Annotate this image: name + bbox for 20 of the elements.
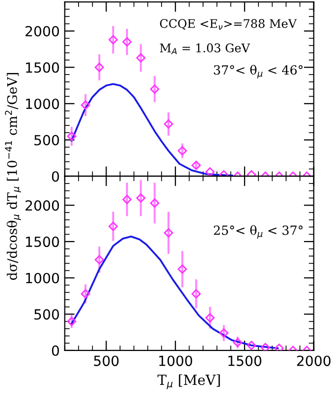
- y-tick-label: 2000: [26, 26, 59, 36]
- annotation: M$_{A}$ = 1.03 GeV: [160, 43, 250, 54]
- y-tick-label: 1500: [26, 62, 59, 73]
- text: dσ/dcosθ$_{μ}$ dT$_{μ}$ [10$^{−41}$ cm$^{2}$/GeV]: [4, 73, 21, 280]
- y-tick-label: 0: [52, 345, 59, 356]
- y-tick-label: 0: [52, 171, 59, 182]
- y-tick-label: 1000: [26, 98, 59, 110]
- x-tick-label: 2000: [297, 356, 330, 366]
- x-tick-label: 1000: [159, 356, 192, 366]
- x-tick-label: 1500: [228, 356, 262, 366]
- annotation: 37°< θ$_{μ}$ < 46°: [214, 64, 303, 78]
- y-tick-label: 2000: [26, 200, 59, 211]
- y-tick-label: 1500: [26, 236, 59, 248]
- y-tick-label: 500: [34, 134, 59, 146]
- y-tick-label: 500: [34, 309, 59, 320]
- x-axis-title: T$_{μ}$ [MeV]: [158, 374, 220, 390]
- y-tick-label: 1000: [26, 272, 59, 284]
- x-tick-label: 500: [94, 356, 119, 366]
- annotation: CCQE <E$_{ν}$>=788 MeV: [160, 19, 297, 30]
- annotation: 25°< θ$_{μ}$ < 37°: [214, 225, 303, 239]
